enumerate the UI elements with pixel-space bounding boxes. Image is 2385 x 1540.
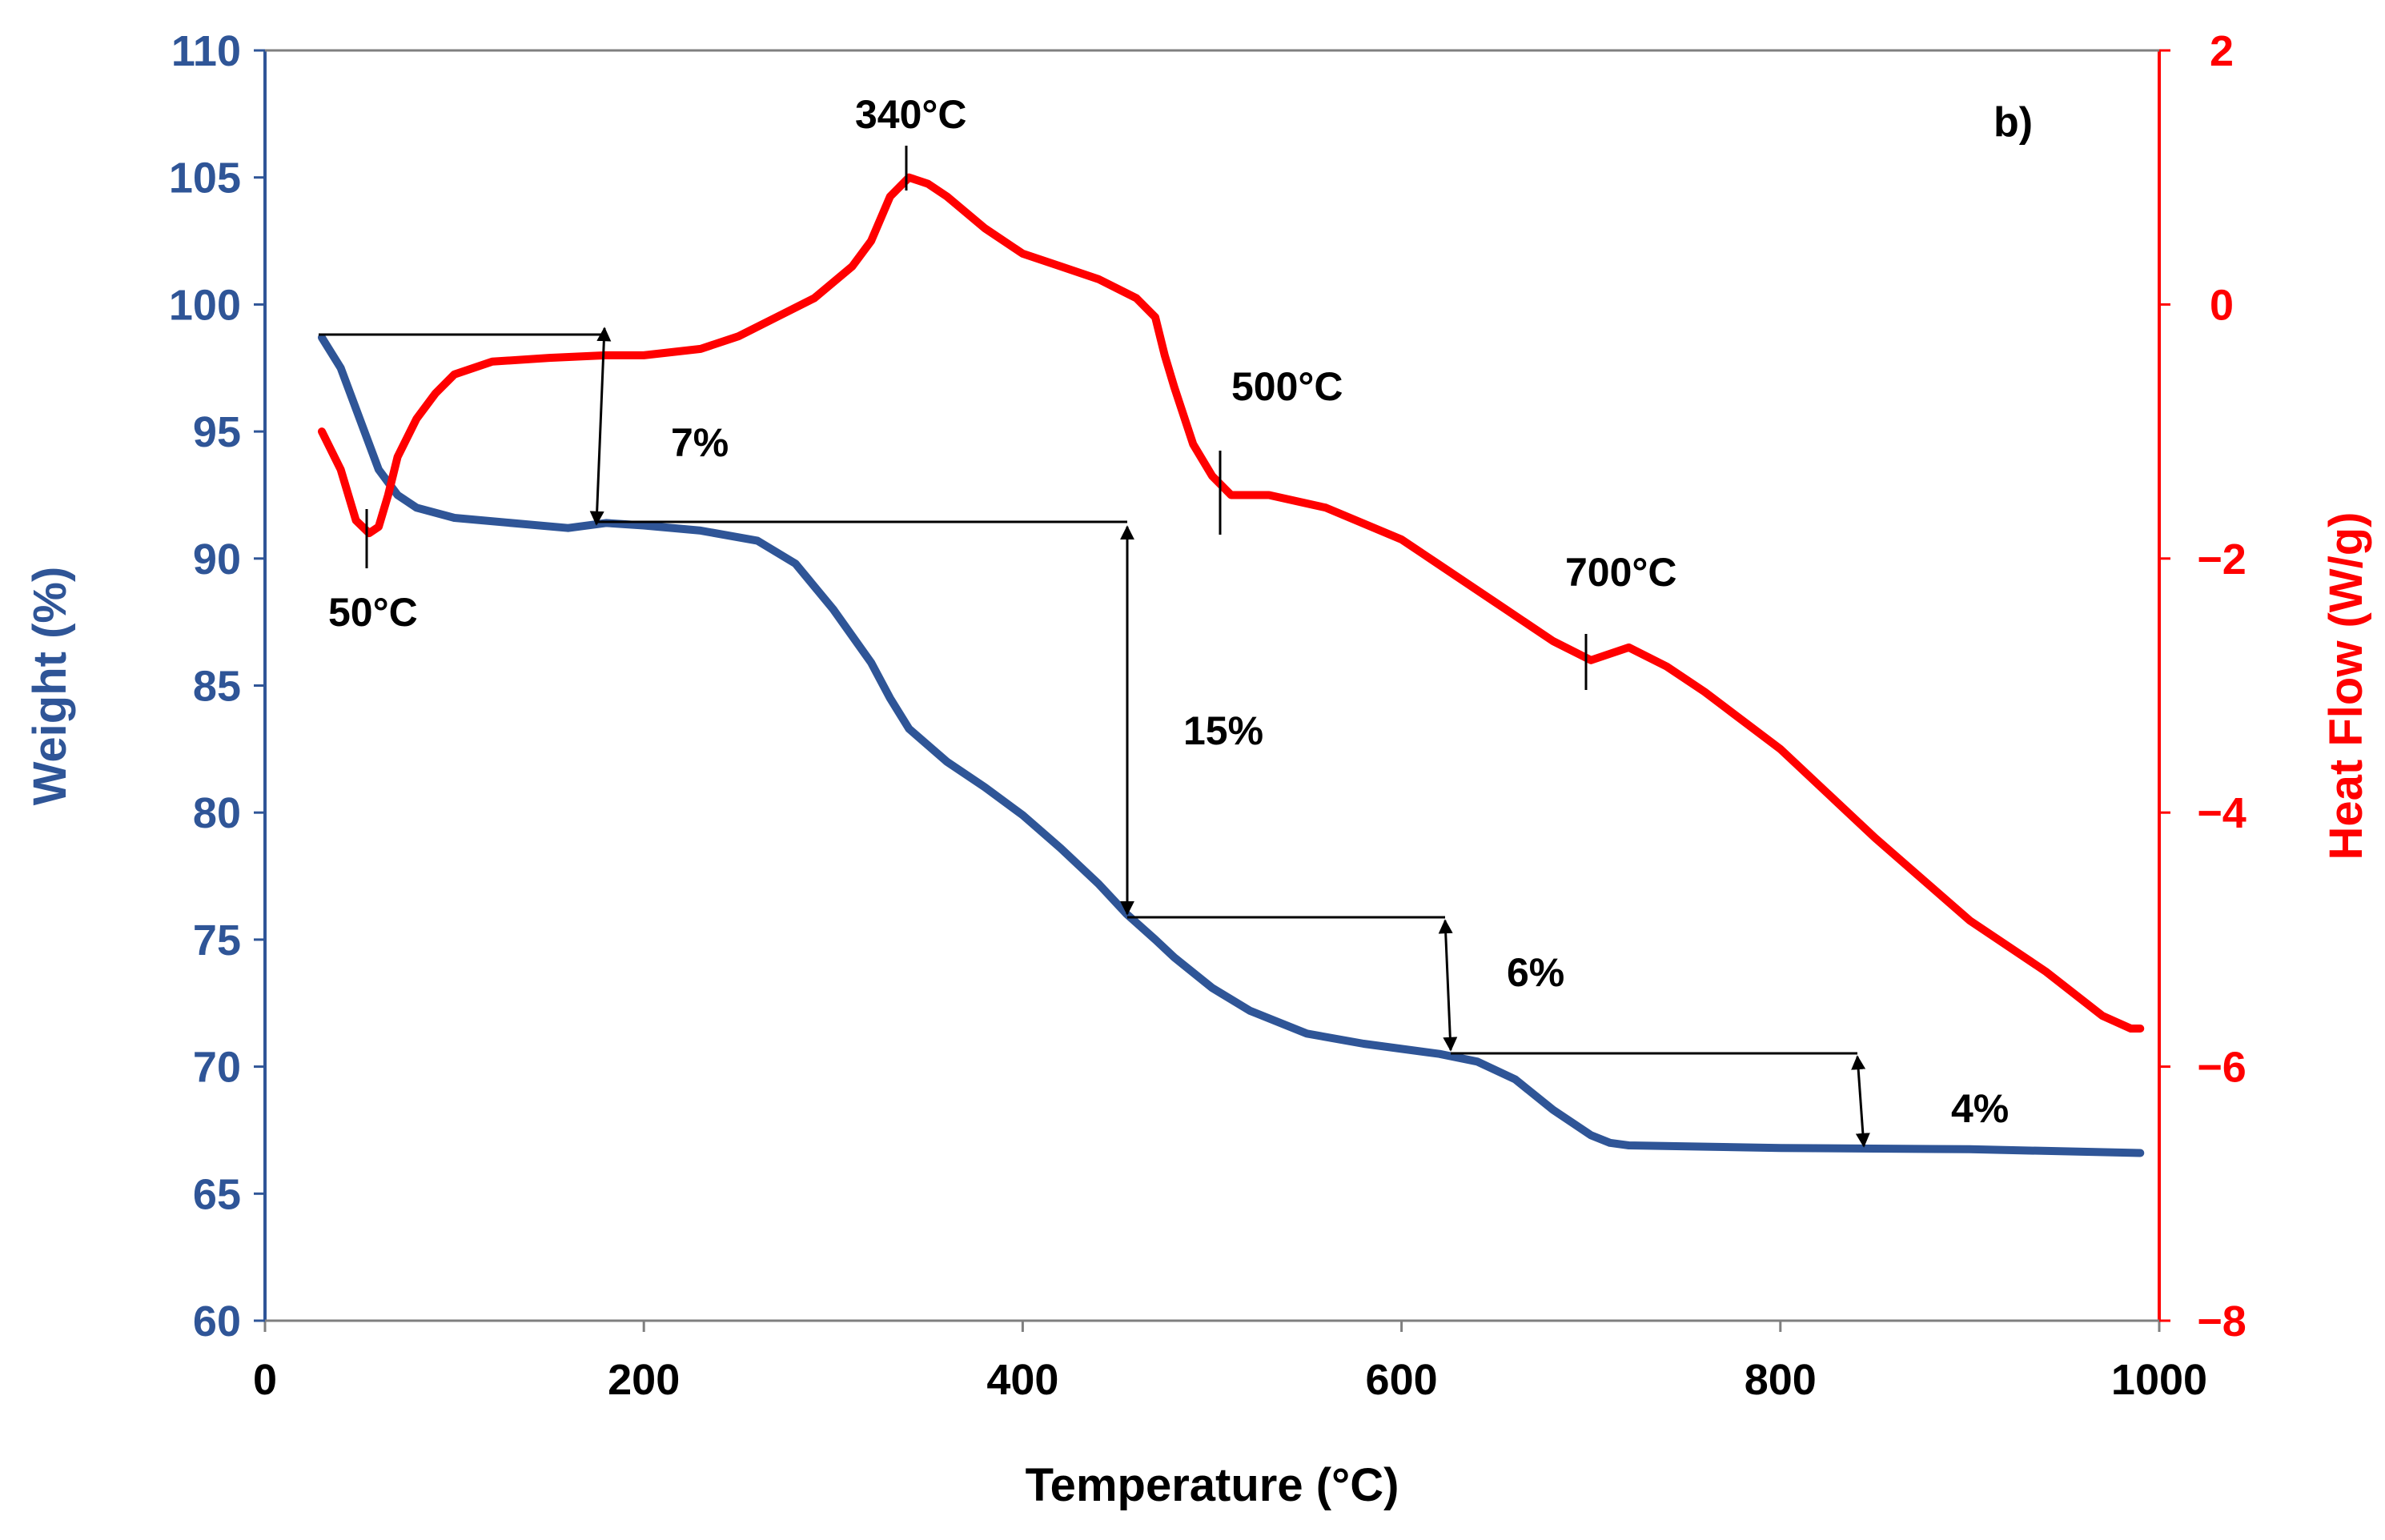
panel-label: b)	[1994, 99, 2033, 146]
x-axis-title: Temperature (°C)	[1026, 1459, 1399, 1511]
y-right-tick-label: −6	[2197, 1044, 2246, 1092]
x-tick-label: 0	[253, 1356, 277, 1404]
y-left-tick-label: 100	[169, 281, 241, 329]
label-500c: 500°C	[1231, 364, 1343, 409]
weight-curve	[318, 333, 2145, 1157]
heat-flow-curve	[318, 173, 2145, 1033]
x-ticks: 0 200 400 600 800 1000	[253, 1321, 2207, 1404]
y-left-ticks: 60 65 70 75 80 85 90 95 100 105 110	[169, 27, 265, 1345]
label-loss-4: 4%	[1951, 1086, 2009, 1131]
y-left-tick-label: 105	[169, 154, 241, 203]
y-left-tick-label: 60	[193, 1297, 241, 1345]
x-tick-label: 200	[608, 1356, 680, 1404]
x-tick-label: 1000	[2111, 1356, 2207, 1404]
x-tick-label: 800	[1745, 1356, 1817, 1404]
x-tick-label: 600	[1366, 1356, 1438, 1404]
temperature-markers	[365, 146, 1588, 690]
label-340c: 340°C	[855, 92, 967, 137]
arrow-7	[589, 327, 612, 526]
y-right-tick-label: −4	[2197, 789, 2246, 837]
arrow-4	[1851, 1055, 1870, 1148]
label-loss-15: 15%	[1183, 708, 1263, 753]
y-right-tick-label: 2	[2210, 27, 2234, 75]
y-right-ticks: −8 −6 −4 −2 0 2	[2159, 27, 2246, 1345]
label-loss-6: 6%	[1507, 950, 1564, 995]
arrow-6	[1438, 919, 1458, 1052]
y-left-tick-label: 75	[193, 916, 241, 965]
y-left-axis-title: Weight (%)	[24, 567, 76, 806]
y-left-tick-label: 70	[193, 1044, 241, 1092]
x-tick-label: 400	[986, 1356, 1058, 1404]
y-left-tick-label: 95	[193, 408, 241, 456]
y-right-tick-label: −2	[2197, 535, 2246, 584]
label-700c: 700°C	[1565, 550, 1677, 595]
y-right-tick-label: 0	[2210, 281, 2234, 329]
label-loss-7: 7%	[671, 420, 729, 465]
y-left-tick-label: 65	[193, 1170, 241, 1218]
label-50c: 50°C	[328, 590, 418, 635]
y-left-tick-label: 110	[171, 27, 241, 75]
mass-loss-brackets	[319, 327, 1870, 1148]
y-left-tick-label: 90	[193, 535, 241, 584]
y-right-tick-label: −8	[2197, 1297, 2246, 1345]
y-left-tick-label: 80	[193, 789, 241, 837]
y-left-tick-label: 85	[193, 663, 241, 711]
y-right-axis-title: Heat Flow (W/g)	[2320, 512, 2372, 860]
